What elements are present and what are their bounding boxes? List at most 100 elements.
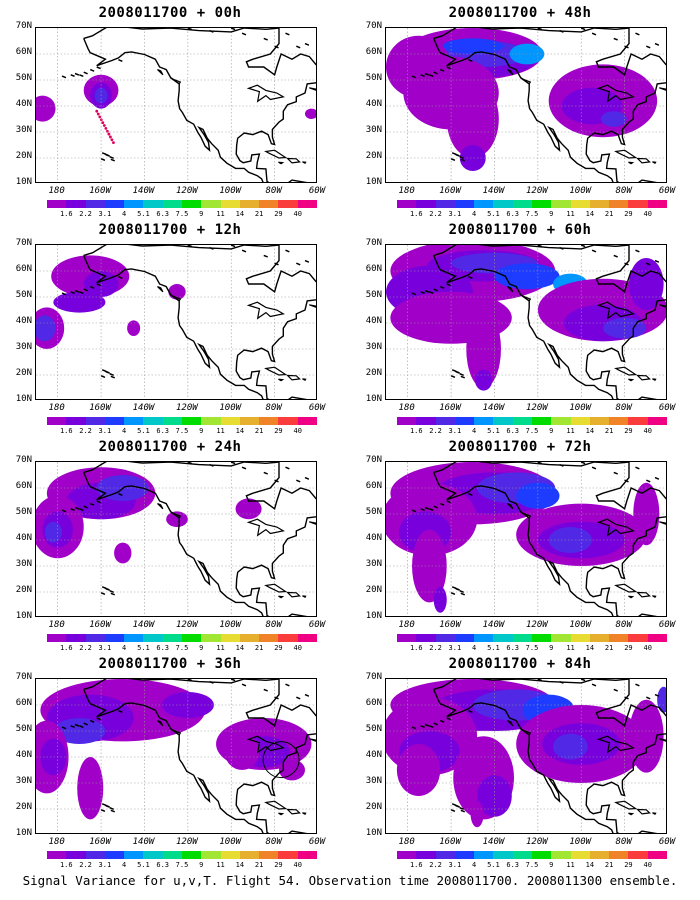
colorbar-label: 11 [216, 861, 225, 869]
colorbar-swatch [297, 634, 317, 642]
coastline [187, 679, 193, 682]
colorbar [397, 851, 667, 859]
coastline [459, 373, 464, 376]
coastline [302, 595, 307, 598]
colorbar-swatch [143, 851, 163, 859]
colorbar-swatch [474, 200, 494, 208]
coastline [209, 246, 214, 250]
colorbar-label: 6.3 [156, 644, 170, 652]
colorbar-label: 9 [549, 210, 554, 218]
coastline [624, 262, 629, 266]
colorbar-label: 1.6 [409, 427, 423, 435]
coastline [296, 45, 301, 49]
coastline [100, 375, 106, 379]
coastline [304, 42, 310, 46]
coastline [433, 38, 614, 182]
colorbar-swatch [259, 634, 279, 642]
coastline [460, 809, 466, 813]
colorbar-swatch [551, 200, 571, 208]
colorbar-swatch [397, 417, 417, 425]
colorbar-label: 29 [624, 861, 633, 869]
coastline [580, 28, 586, 31]
coastline [70, 725, 75, 729]
colorbar-swatch [493, 851, 513, 859]
coastline [264, 149, 288, 159]
lat-tick-label: 10N [365, 611, 382, 621]
coastline [439, 502, 445, 506]
coastline [635, 683, 640, 687]
coastline [278, 161, 285, 165]
lat-tick-label: 30N [365, 125, 382, 135]
colorbar-label: 6.3 [506, 644, 520, 652]
colorbar-swatch [181, 634, 202, 642]
lon-tick-label: 140W [482, 186, 505, 196]
coastline [613, 37, 618, 41]
coastline [170, 77, 182, 85]
coastline [433, 689, 614, 833]
lat-tick-label: 10N [365, 394, 382, 404]
colorbar-label: 9 [549, 644, 554, 652]
colorbar-label: 21 [254, 861, 264, 869]
coastline [309, 304, 316, 308]
colorbar-label: 40 [293, 427, 302, 435]
coastline [460, 375, 466, 379]
coastline [274, 479, 279, 483]
lon-tick-label: 180 [398, 837, 415, 847]
variance-contour [466, 310, 501, 388]
lat-tick-label: 40N [365, 750, 382, 760]
colorbar-label: 11 [216, 644, 225, 652]
colorbar-label: 11 [566, 861, 575, 869]
lon-tick-label: 120W [526, 186, 548, 196]
colorbar-label: 6.3 [156, 427, 170, 435]
colorbar-label: 14 [235, 861, 245, 869]
colorbar-swatch [143, 634, 163, 642]
flight-track-point [107, 132, 111, 136]
coastline [274, 45, 279, 49]
coastline [296, 479, 301, 483]
coastline [241, 466, 247, 470]
coastline [241, 249, 247, 253]
colorbar-label: 7.5 [525, 861, 539, 869]
coastline [591, 683, 597, 687]
lat-tick-label: 20N [15, 368, 32, 378]
lat-tick-label: 50N [365, 724, 382, 734]
colorbar-swatch [609, 851, 629, 859]
colorbar-swatch [493, 634, 513, 642]
coastline [628, 812, 635, 816]
colorbar-swatch [589, 417, 610, 425]
coastline [659, 521, 666, 525]
flight-track-point [98, 115, 102, 119]
variance-contour [114, 542, 132, 564]
colorbar-swatch [47, 200, 67, 208]
lat-tick-label: 30N [365, 342, 382, 352]
map-plot [35, 27, 317, 183]
lon-tick-label: 60W [308, 186, 326, 196]
colorbar-swatch [220, 634, 240, 642]
lon-tick-label: 60W [308, 837, 326, 847]
coastline [446, 66, 451, 70]
colorbar-label: 6.3 [156, 210, 170, 218]
lon-tick-label: 140W [482, 837, 505, 847]
coastline [420, 725, 425, 729]
colorbar-swatch [512, 200, 532, 208]
colorbar-swatch [47, 634, 67, 642]
colorbar-swatch [124, 634, 144, 642]
coastline [109, 807, 114, 810]
colorbar-label: 1.6 [409, 861, 423, 869]
lon-tick-label: 80W [615, 837, 632, 847]
coastline [100, 592, 106, 596]
coastline [83, 38, 264, 182]
colorbar-swatch [454, 417, 475, 425]
lon-tick-label: 120W [526, 620, 548, 630]
lon-tick-label: 100W [219, 837, 242, 847]
colorbar-swatch [647, 417, 667, 425]
coastline [613, 688, 618, 692]
variance-contour [657, 686, 666, 713]
coastline [433, 255, 614, 399]
colorbar-swatch [239, 200, 260, 208]
colorbar-label: 6.3 [506, 210, 520, 218]
coastline [89, 285, 95, 289]
colorbar-label: 4 [122, 644, 127, 652]
colorbar-swatch [647, 634, 667, 642]
coastline [241, 683, 247, 687]
